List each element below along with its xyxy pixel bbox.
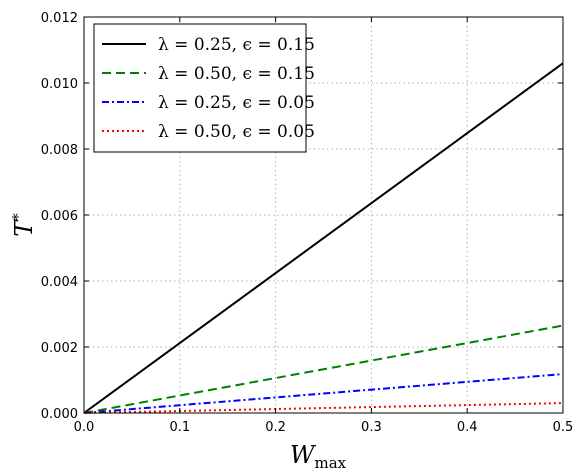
series-line-4 [83,402,564,414]
y-tick-label: 0.002 [41,341,78,356]
y-tick-label: 0.004 [41,275,78,290]
x-tick-label: 0.5 [553,420,574,435]
x-axis-label-main: W [290,441,317,469]
legend-label-4: λ = 0.50, ϵ = 0.05 [158,122,315,142]
legend-label-2: λ = 0.50, ϵ = 0.15 [158,64,315,84]
y-axis-label-main: T [10,219,38,237]
x-axis-label: Wmax [290,441,347,472]
series-line-2 [83,324,564,414]
x-tick-label: 0.2 [265,420,286,435]
y-tick-label: 0.006 [41,209,78,224]
y-axis-label-sup: * [9,213,27,221]
x-tick-label: 0.4 [457,420,478,435]
grid-lines [84,17,563,413]
y-tick-label: 0.000 [41,407,78,422]
series-line-1 [83,62,564,414]
x-tick-labels: 0.0 0.1 0.2 0.3 0.4 0.5 [74,420,574,435]
y-axis-label: T* [9,213,38,237]
x-tick-label: 0.0 [74,420,95,435]
legend: λ = 0.25, ϵ = 0.15 λ = 0.50, ϵ = 0.15 λ = … [93,23,315,153]
x-axis-label-sub: max [315,454,347,472]
axis-ticks [83,16,564,414]
x-tick-label: 0.3 [361,420,382,435]
series-lines [83,62,564,414]
x-tick-label: 0.1 [169,420,190,435]
legend-label-1: λ = 0.25, ϵ = 0.15 [158,35,315,55]
y-tick-label: 0.012 [41,11,78,26]
series-line-3 [83,373,564,414]
y-tick-label: 0.008 [41,143,78,158]
y-tick-label: 0.010 [41,77,78,92]
y-tick-labels: 0.000 0.002 0.004 0.006 0.008 0.010 0.012 [41,11,78,422]
legend-label-3: λ = 0.25, ϵ = 0.05 [158,93,315,113]
legend-box [93,23,307,153]
